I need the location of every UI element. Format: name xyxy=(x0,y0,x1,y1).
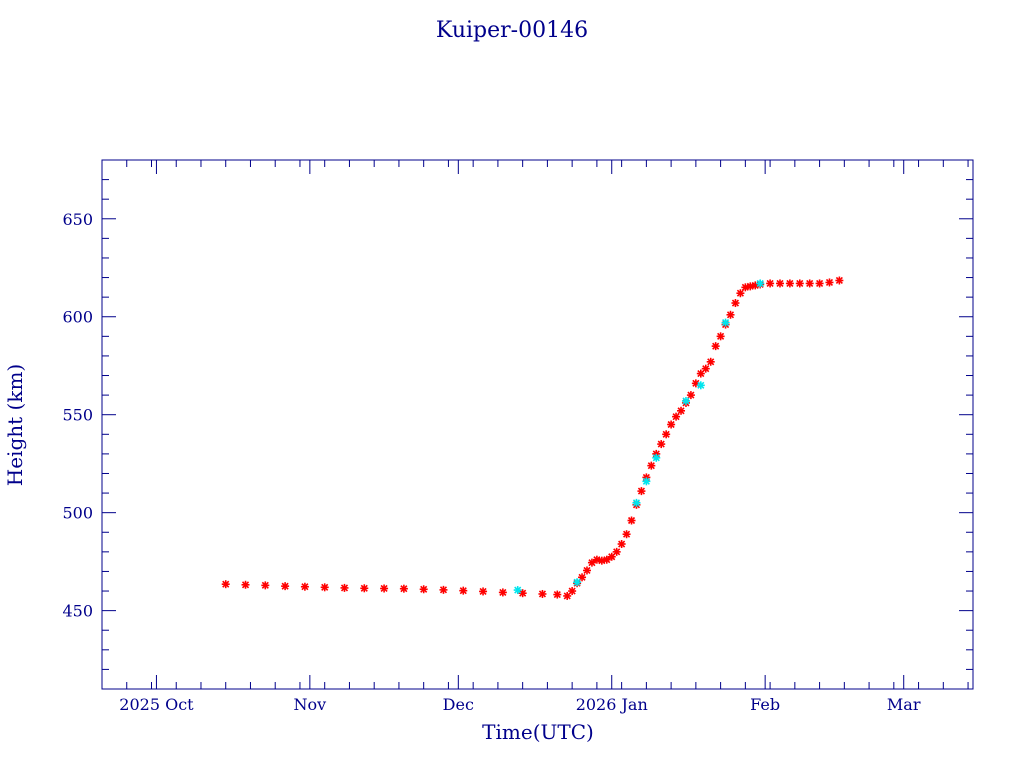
data-point xyxy=(696,381,705,390)
data-point xyxy=(360,584,369,593)
data-point xyxy=(795,279,804,288)
data-point xyxy=(340,583,349,592)
x-tick-label: Dec xyxy=(443,695,474,714)
data-point xyxy=(627,516,636,525)
y-tick-label: 600 xyxy=(62,308,93,327)
chart-title: Kuiper-00146 xyxy=(436,18,588,43)
data-point xyxy=(696,369,705,378)
data-point xyxy=(221,580,230,589)
x-tick-label: Nov xyxy=(294,695,327,714)
data-point xyxy=(637,487,646,496)
x-axis-label: Time(UTC) xyxy=(482,720,594,744)
data-point xyxy=(582,566,591,575)
data-point xyxy=(498,588,507,597)
data-point xyxy=(657,440,666,449)
data-point xyxy=(775,279,784,288)
data-point xyxy=(380,584,389,593)
data-point xyxy=(667,420,676,429)
data-point xyxy=(281,582,290,591)
data-point xyxy=(479,587,488,596)
data-point xyxy=(701,364,710,373)
axis-ticks: 450 500 550 600 650 2025 Oct Nov Dec 2026 Jan Feb… xyxy=(62,159,973,714)
data-point xyxy=(300,582,309,591)
data-point xyxy=(766,279,775,288)
data-point xyxy=(612,547,621,556)
data-point xyxy=(419,585,428,594)
data-point xyxy=(399,584,408,593)
y-axis-label: Height (km) xyxy=(3,364,27,486)
data-point xyxy=(617,540,626,549)
data-point xyxy=(647,461,656,470)
data-point xyxy=(320,583,329,592)
data-point xyxy=(756,279,765,288)
y-tick-label: 500 xyxy=(62,504,93,523)
data-point xyxy=(805,279,814,288)
axes xyxy=(101,159,974,690)
data-points xyxy=(221,276,844,600)
data-point xyxy=(241,580,250,589)
data-point xyxy=(642,477,651,486)
data-point xyxy=(672,412,681,421)
data-point xyxy=(835,276,844,285)
data-point xyxy=(721,318,730,327)
data-point xyxy=(677,406,686,415)
y-tick-label: 650 xyxy=(62,210,93,229)
data-point xyxy=(825,278,834,287)
y-tick-label: 550 xyxy=(62,406,93,425)
data-point xyxy=(815,279,824,288)
data-point xyxy=(785,279,794,288)
plot-frame xyxy=(101,159,974,690)
data-point xyxy=(652,453,661,462)
data-point xyxy=(632,498,641,507)
x-tick-label: 2026 Jan xyxy=(576,695,648,714)
data-point xyxy=(662,430,671,439)
x-tick-label: 2025 Oct xyxy=(119,695,194,714)
data-point xyxy=(731,299,740,308)
data-point xyxy=(261,581,270,590)
data-point xyxy=(736,289,745,298)
y-tick-label: 450 xyxy=(62,602,93,621)
data-point xyxy=(622,530,631,539)
data-point xyxy=(726,310,735,319)
data-point xyxy=(568,587,577,596)
x-tick-label: Mar xyxy=(887,695,921,714)
data-point xyxy=(513,586,522,595)
data-point xyxy=(553,590,562,599)
x-tick-label: Feb xyxy=(750,695,780,714)
data-point xyxy=(459,586,468,595)
data-point xyxy=(686,391,695,400)
data-point xyxy=(706,357,715,366)
data-point xyxy=(711,342,720,351)
data-point xyxy=(681,396,690,405)
data-point xyxy=(573,578,582,587)
data-point xyxy=(716,332,725,341)
data-point xyxy=(538,589,547,598)
data-point xyxy=(439,585,448,594)
data-point xyxy=(518,589,527,598)
